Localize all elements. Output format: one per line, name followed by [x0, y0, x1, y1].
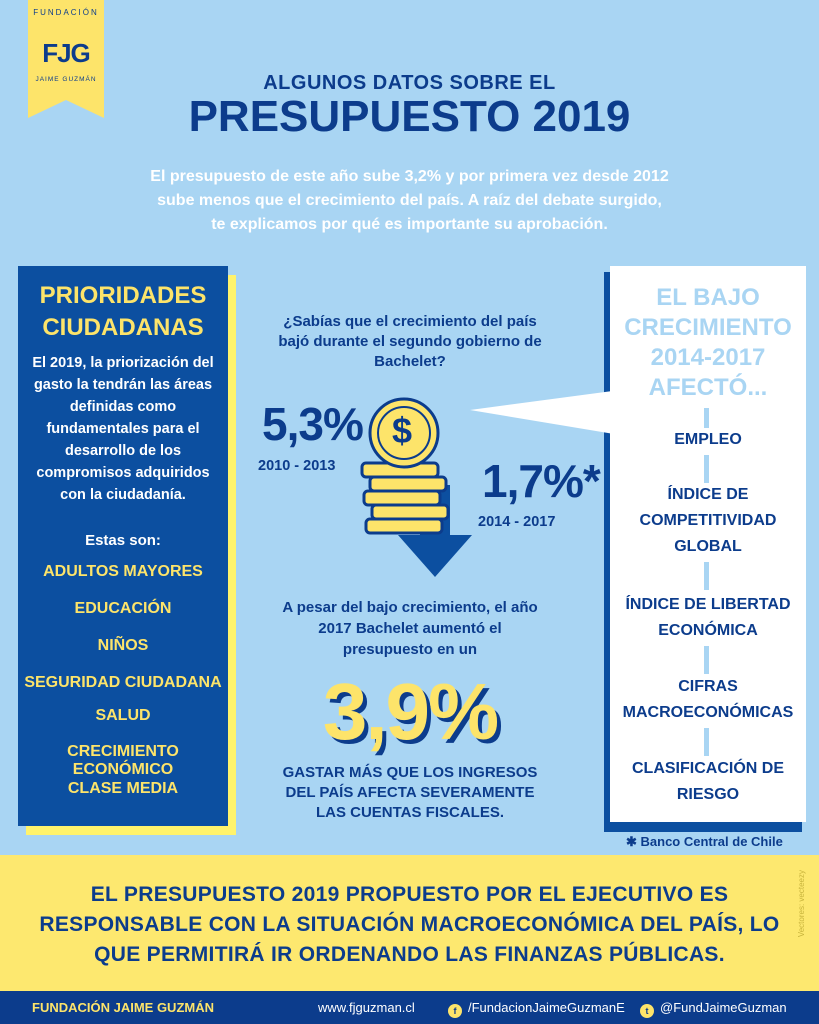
priority-item: SALUD — [95, 707, 151, 724]
connector-line — [704, 646, 709, 674]
left-panel-estas: Estas son: — [85, 532, 161, 549]
dollar-icon: $ — [392, 410, 413, 451]
fiscal-warning: GASTAR MÁS QUE LOS INGRESOS DEL PAÍS AFE… — [282, 764, 538, 821]
coins-arrow-illustration — [360, 397, 472, 577]
growth-value-1: 5,3% — [262, 398, 364, 450]
growth-period-2: 2014 - 2017 — [478, 514, 556, 530]
twitter-link[interactable]: t @FundJaimeGuzman — [640, 1000, 787, 1018]
intro-text: El presupuesto de este año sube 3,2% y p… — [150, 168, 669, 233]
impact-item: ÍNDICE DE LIBERTAD ECONÓMICA — [625, 596, 791, 639]
connector-line — [704, 408, 709, 428]
logo-banner — [28, 0, 104, 118]
speech-bubble-tail — [470, 390, 620, 435]
priority-item: ADULTOS MAYORES — [43, 563, 203, 580]
facebook-handle: /FundacionJaimeGuzmanE — [468, 1000, 625, 1015]
left-panel-title: PRIORIDADES CIUDADANAS — [39, 282, 207, 341]
logo-mark: FJG — [42, 38, 91, 68]
right-panel-title: EL BAJO CRECIMIENTO 2014-2017 AFECTÓ... — [624, 284, 792, 401]
connector-line — [704, 728, 709, 756]
growth-period-1: 2010 - 2013 — [258, 458, 336, 474]
conclusion-text: EL PRESUPUESTO 2019 PROPUESTO POR EL EJE… — [39, 883, 780, 966]
footer-org: FUNDACIÓN JAIME GUZMÁN — [32, 1000, 214, 1015]
priority-item: EDUCACIÓN — [74, 600, 172, 617]
priority-item: SEGURIDAD CIUDADANA — [24, 674, 222, 691]
image-credit: Vectores: vecteezy — [797, 870, 806, 938]
impact-item: CLASIFICACIÓN DE RIESGO — [632, 760, 784, 803]
left-panel-body: El 2019, la priorización del gasto la te… — [32, 355, 214, 503]
logo-bottom-text: JAIME GUZMÁN — [35, 76, 97, 83]
priority-item: CRECIMIENTO ECONÓMICO — [67, 743, 179, 778]
website-link[interactable]: www.fjguzman.cl — [318, 1000, 415, 1015]
facebook-icon: f — [448, 1004, 462, 1018]
logo-top-text: FUNDACIÓN — [33, 8, 99, 17]
facebook-link[interactable]: f/FundacionJaimeGuzmanE — [448, 1000, 625, 1018]
conclusion-band — [0, 855, 819, 991]
page-title: PRESUPUESTO 2019 — [188, 92, 631, 141]
source-note: ✱ Banco Central de Chile — [626, 834, 783, 849]
left-panel — [18, 266, 228, 826]
twitter-icon: t — [640, 1004, 654, 1018]
header-kicker: ALGUNOS DATOS SOBRE EL — [263, 72, 556, 94]
footer — [0, 991, 819, 1024]
growth-question: ¿Sabías que el crecimiento del país bajó… — [278, 313, 542, 370]
impact-item: ÍNDICE DE COMPETITIVIDAD GLOBAL — [639, 486, 777, 555]
impact-item: CIFRAS MACROECONÓMICAS — [622, 678, 794, 721]
budget-increase-value: 3,9% — [322, 667, 499, 756]
connector-line — [704, 562, 709, 590]
priority-item: CLASE MEDIA — [67, 780, 179, 797]
budget-increase-text: A pesar del bajo crecimiento, el año 201… — [282, 599, 538, 658]
growth-value-2: 1,7%* — [482, 455, 601, 507]
priority-item: NIÑOS — [97, 637, 149, 654]
connector-line — [704, 455, 709, 483]
impact-item: EMPLEO — [674, 431, 742, 448]
twitter-handle: @FundJaimeGuzman — [660, 1000, 787, 1015]
